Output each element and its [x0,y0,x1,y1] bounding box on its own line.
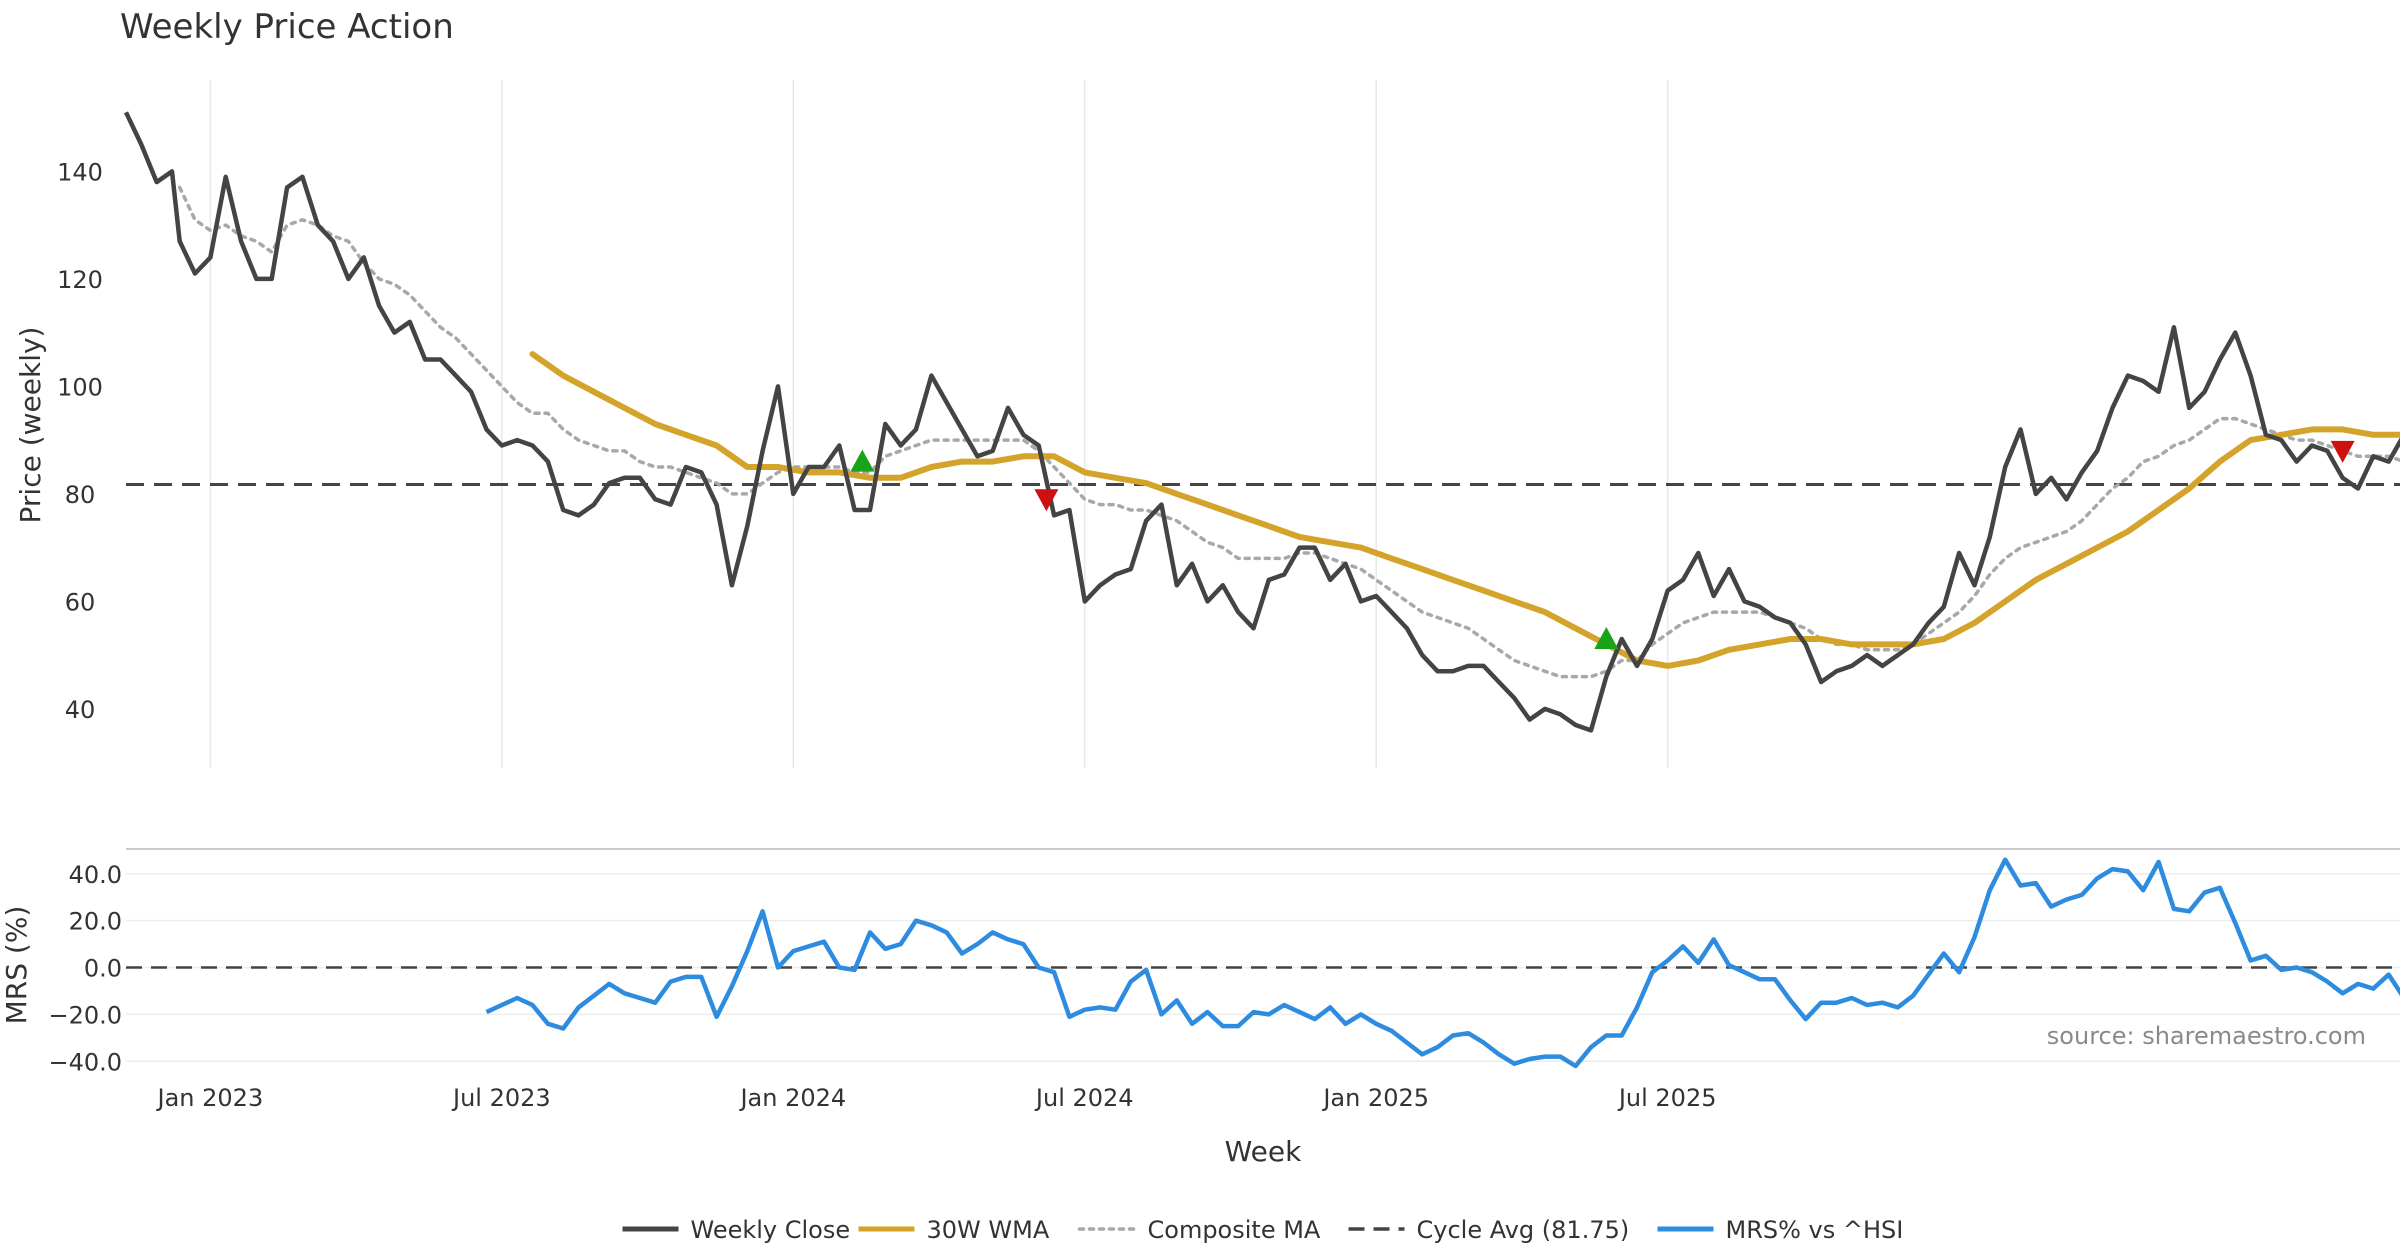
mrs-y-ticks: 40.0 20.0 0.0 −20.0 −40.0 [48,861,122,1077]
price-gridlines [209,80,1669,768]
legend-label: MRS% vs ^HSI [1726,1216,1904,1244]
x-tick-label: Jan 2023 [156,1084,264,1112]
mrs-ytick-label: −40.0 [48,1048,122,1076]
price-ytick-label: 80 [65,481,96,509]
wma-30w-line [529,351,2400,669]
mrs-y-axis-label: MRS (%) [0,906,33,1025]
mrs-ytick-label: −20.0 [48,1001,122,1029]
mrs-series [126,857,2400,1069]
mrs-line [485,857,2400,1069]
mrs-ytick-label: 0.0 [84,955,122,983]
price-y-axis-label: Price (weekly) [14,327,47,524]
legend: Weekly Close 30W WMA Composite MA Cycle Avg… [622,1216,1904,1244]
price-ytick-label: 140 [57,158,103,186]
x-axis-label: Week [1225,1135,1302,1168]
sell-signal-marker [2330,440,2355,463]
mrs-ytick-label: 40.0 [69,861,122,889]
sell-signal-marker [1034,489,1059,512]
buy-signal-marker [1594,627,1619,649]
legend-label: 30W WMA [927,1216,1050,1244]
price-ytick-label: 100 [57,373,103,401]
x-tick-label: Jan 2025 [1321,1084,1429,1112]
price-ytick-label: 120 [57,266,103,294]
price-ytick-label: 40 [65,696,96,724]
x-ticks: Jan 2023 Jul 2023 Jan 2024 Jul 2024 Jan 2025… [156,1084,1717,1112]
legend-label: Weekly Close [691,1216,851,1244]
legend-label: Composite MA [1148,1216,1321,1244]
price-series [123,111,2400,733]
price-y-ticks: 40 60 80 100 120 140 [57,158,103,724]
source-credit: source: sharemaestro.com [2047,1022,2366,1050]
legend-label: Cycle Avg (81.75) [1417,1216,1630,1244]
x-tick-label: Jul 2025 [1617,1084,1717,1112]
chart-title: Weekly Price Action [120,7,454,47]
x-tick-label: Jul 2023 [451,1084,551,1112]
weekly-close-line [123,111,2400,733]
mrs-ytick-label: 20.0 [69,908,122,936]
buy-signal-marker [850,449,875,472]
x-tick-label: Jan 2024 [738,1084,846,1112]
x-tick-label: Jul 2024 [1034,1084,1134,1112]
price-ytick-label: 60 [65,588,96,616]
